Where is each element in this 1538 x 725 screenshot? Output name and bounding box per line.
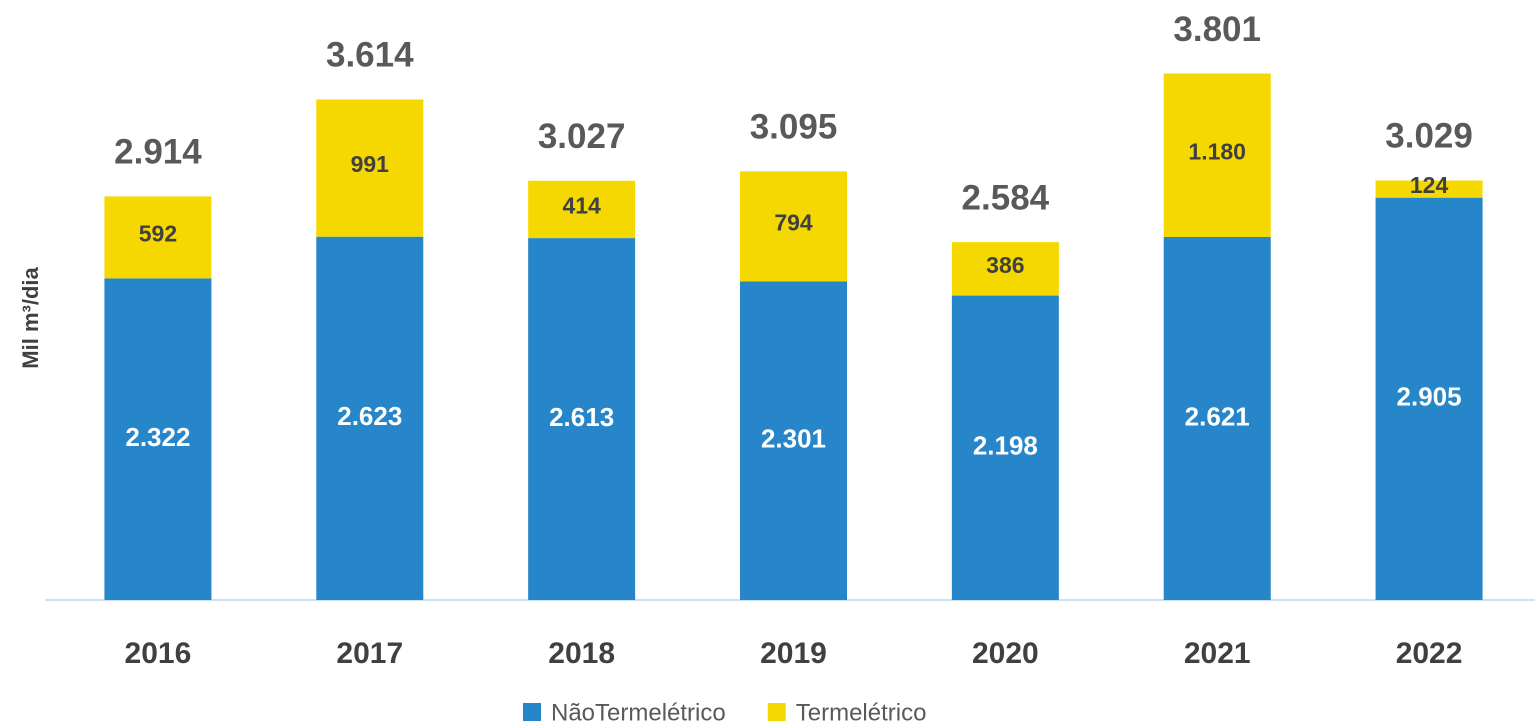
legend-label: Termelétrico: [796, 699, 927, 725]
bar-segment: [1163, 73, 1271, 237]
data-label: 2.322: [125, 422, 190, 452]
x-tick-label: 2017: [336, 637, 403, 670]
bar-segment: [316, 99, 424, 237]
x-tick-label: 2020: [972, 637, 1039, 670]
data-label: 414: [562, 193, 601, 219]
x-tick-label: 2018: [548, 637, 615, 670]
bar-segment: [951, 242, 1059, 296]
total-label: 3.027: [538, 117, 626, 156]
x-tick-label: 2022: [1396, 637, 1463, 670]
total-label: 3.801: [1173, 10, 1261, 49]
total-label: 3.095: [750, 108, 838, 147]
y-axis-label: Mil m³/dia: [18, 267, 43, 369]
x-tick-label: 2016: [125, 637, 192, 670]
data-label: 2.621: [1185, 401, 1250, 431]
data-label: 2.905: [1397, 382, 1462, 412]
data-label: 124: [1410, 172, 1449, 198]
data-label: 794: [774, 209, 813, 235]
data-label: 991: [351, 151, 390, 177]
bar-segment: [740, 281, 847, 600]
bar-segment: [528, 180, 636, 239]
bar-segment: [104, 196, 212, 279]
data-label: 2.613: [549, 402, 614, 432]
data-label: 2.301: [761, 424, 826, 454]
bar-segment: [316, 236, 424, 601]
bar-segment: [740, 171, 847, 282]
x-tick-label: 2019: [760, 637, 827, 670]
bar-segment: [1375, 180, 1483, 198]
bar-segment: [951, 295, 1059, 600]
total-label: 2.584: [962, 178, 1050, 217]
bar-segment: [1163, 236, 1271, 600]
bar-segment: [104, 278, 212, 600]
legend-swatch: [767, 703, 786, 721]
data-label: 1.180: [1188, 138, 1246, 164]
legend-swatch: [523, 703, 541, 721]
total-label: 3.029: [1385, 117, 1473, 156]
legend-label: NãoTermelétrico: [551, 699, 726, 725]
data-label: 2.623: [337, 401, 402, 431]
bar-segment: [528, 238, 636, 601]
data-label: 386: [986, 252, 1024, 278]
x-tick-label: 2021: [1184, 637, 1251, 670]
total-label: 2.914: [114, 133, 202, 172]
bar-segment: [1375, 197, 1483, 600]
data-label: 2.198: [973, 431, 1038, 461]
total-label: 3.614: [326, 36, 414, 75]
data-label: 592: [139, 220, 177, 246]
